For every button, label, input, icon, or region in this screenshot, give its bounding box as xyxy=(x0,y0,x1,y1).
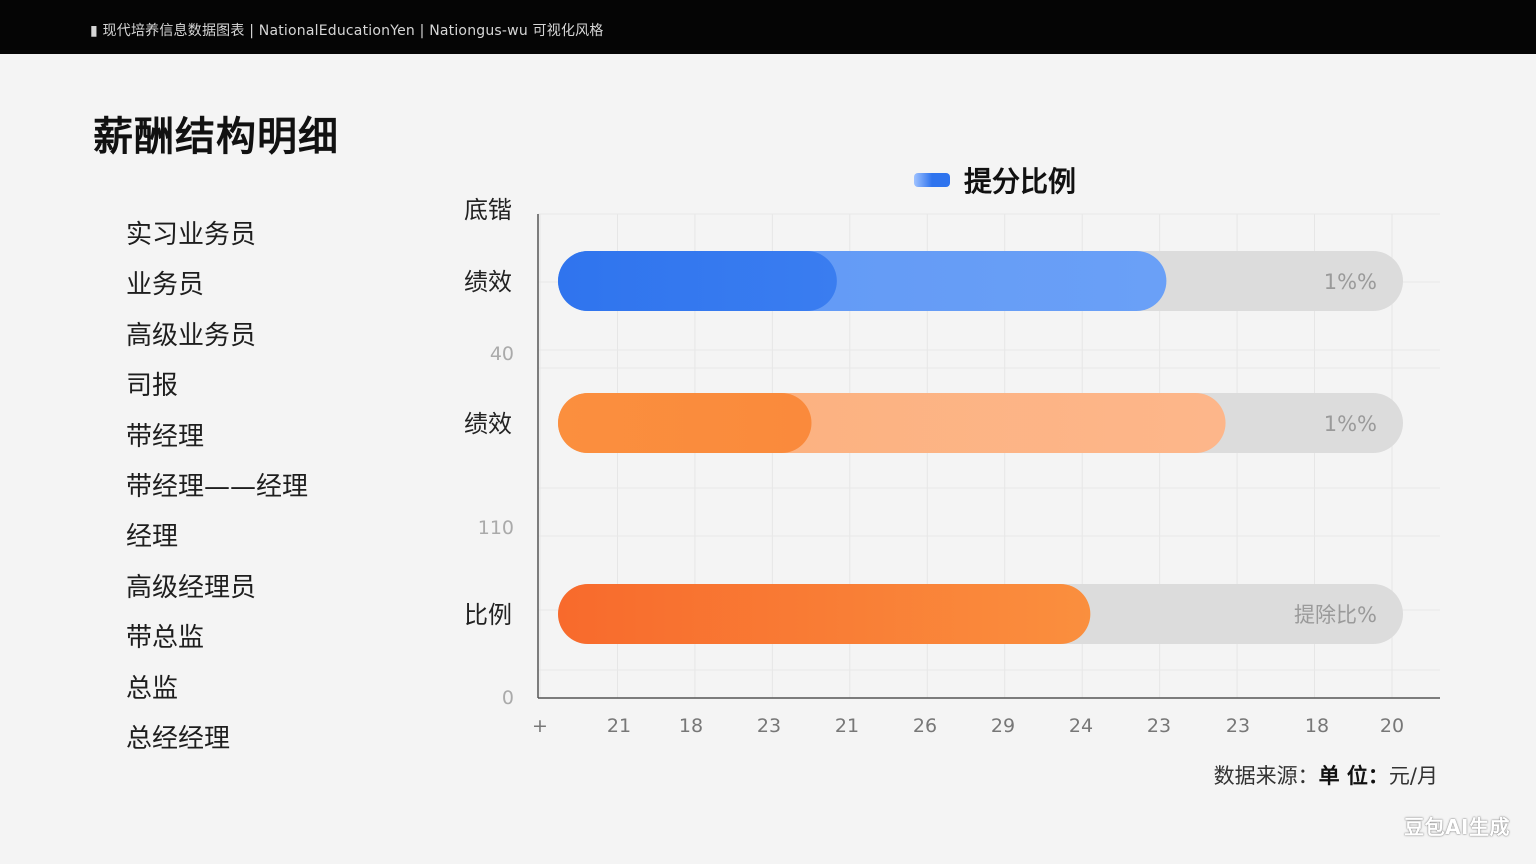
top-bar-title: ▮ 现代培养信息数据图表 | NationalEducationYen | Na… xyxy=(90,23,604,39)
bar-category-label: 比例 xyxy=(464,601,512,629)
x-tick-label: 21 xyxy=(607,715,631,737)
bar-value-label: 1%% xyxy=(1324,270,1377,294)
level-item: 经理 xyxy=(126,522,179,553)
y-tick-label: 40 xyxy=(490,343,514,365)
x-tick-label: 29 xyxy=(991,715,1015,737)
level-item: 业务员 xyxy=(126,270,205,301)
x-tick-label: 23 xyxy=(1226,715,1250,737)
legend-swatch xyxy=(914,173,950,187)
legend-label: 提分比例 xyxy=(964,165,1077,198)
unit-value: 元/月 xyxy=(1388,764,1438,788)
y-tick-label: 110 xyxy=(478,517,514,539)
level-list: 实习业务员业务员高级业务员司报带经理带经理——经理 经理高级经理员带总监总监总经经… xyxy=(126,214,386,768)
watermark-logo: 豆包AI生成 xyxy=(1404,815,1510,839)
bar-inner xyxy=(558,393,812,453)
level-item: 带总监 xyxy=(126,623,205,654)
level-item: 带经理 xyxy=(126,421,205,452)
level-item: 高级经理员 xyxy=(126,572,257,603)
level-item: 实习业务员 xyxy=(126,220,257,250)
source-prefix: 数据来源： xyxy=(1213,764,1319,788)
level-item: 司报 xyxy=(126,371,179,402)
x-tick-label: 24 xyxy=(1069,715,1093,737)
bar-outer xyxy=(558,584,1091,644)
x-tick-label: + xyxy=(532,715,548,737)
top-bar: ▮ 现代培养信息数据图表 | NationalEducationYen | Na… xyxy=(0,0,1536,54)
y-axis-top-label: 底锴 xyxy=(464,196,512,224)
bar-category-label: 绩效 xyxy=(464,410,512,438)
x-tick-label: 18 xyxy=(1305,715,1329,737)
unit-key: 单 位： xyxy=(1318,764,1389,788)
chart-legend: 提分比例 xyxy=(914,160,1076,200)
bar-inner xyxy=(558,251,837,311)
y-tick-label: 0 xyxy=(502,687,514,709)
data-source-note: 数据来源：单 位：元/月 xyxy=(1214,760,1438,790)
x-tick-label: 26 xyxy=(913,715,937,737)
level-item: 总经经理 xyxy=(126,723,231,754)
level-item: 带经理——经理 xyxy=(126,471,309,502)
x-tick-label: 18 xyxy=(679,715,703,737)
page-title: 薪酬结构明细 xyxy=(93,114,339,160)
bar-category-label: 绩效 xyxy=(464,268,512,296)
level-item: 高级业务员 xyxy=(126,320,257,351)
x-tick-label: 20 xyxy=(1380,715,1404,737)
level-item: 总监 xyxy=(126,673,179,704)
x-tick-label: 21 xyxy=(835,715,859,737)
bar-value-label: 提除比% xyxy=(1294,603,1377,627)
x-tick-label: 23 xyxy=(1147,715,1171,737)
x-tick-label: 23 xyxy=(757,715,781,737)
bar-value-label: 1%% xyxy=(1324,412,1377,436)
